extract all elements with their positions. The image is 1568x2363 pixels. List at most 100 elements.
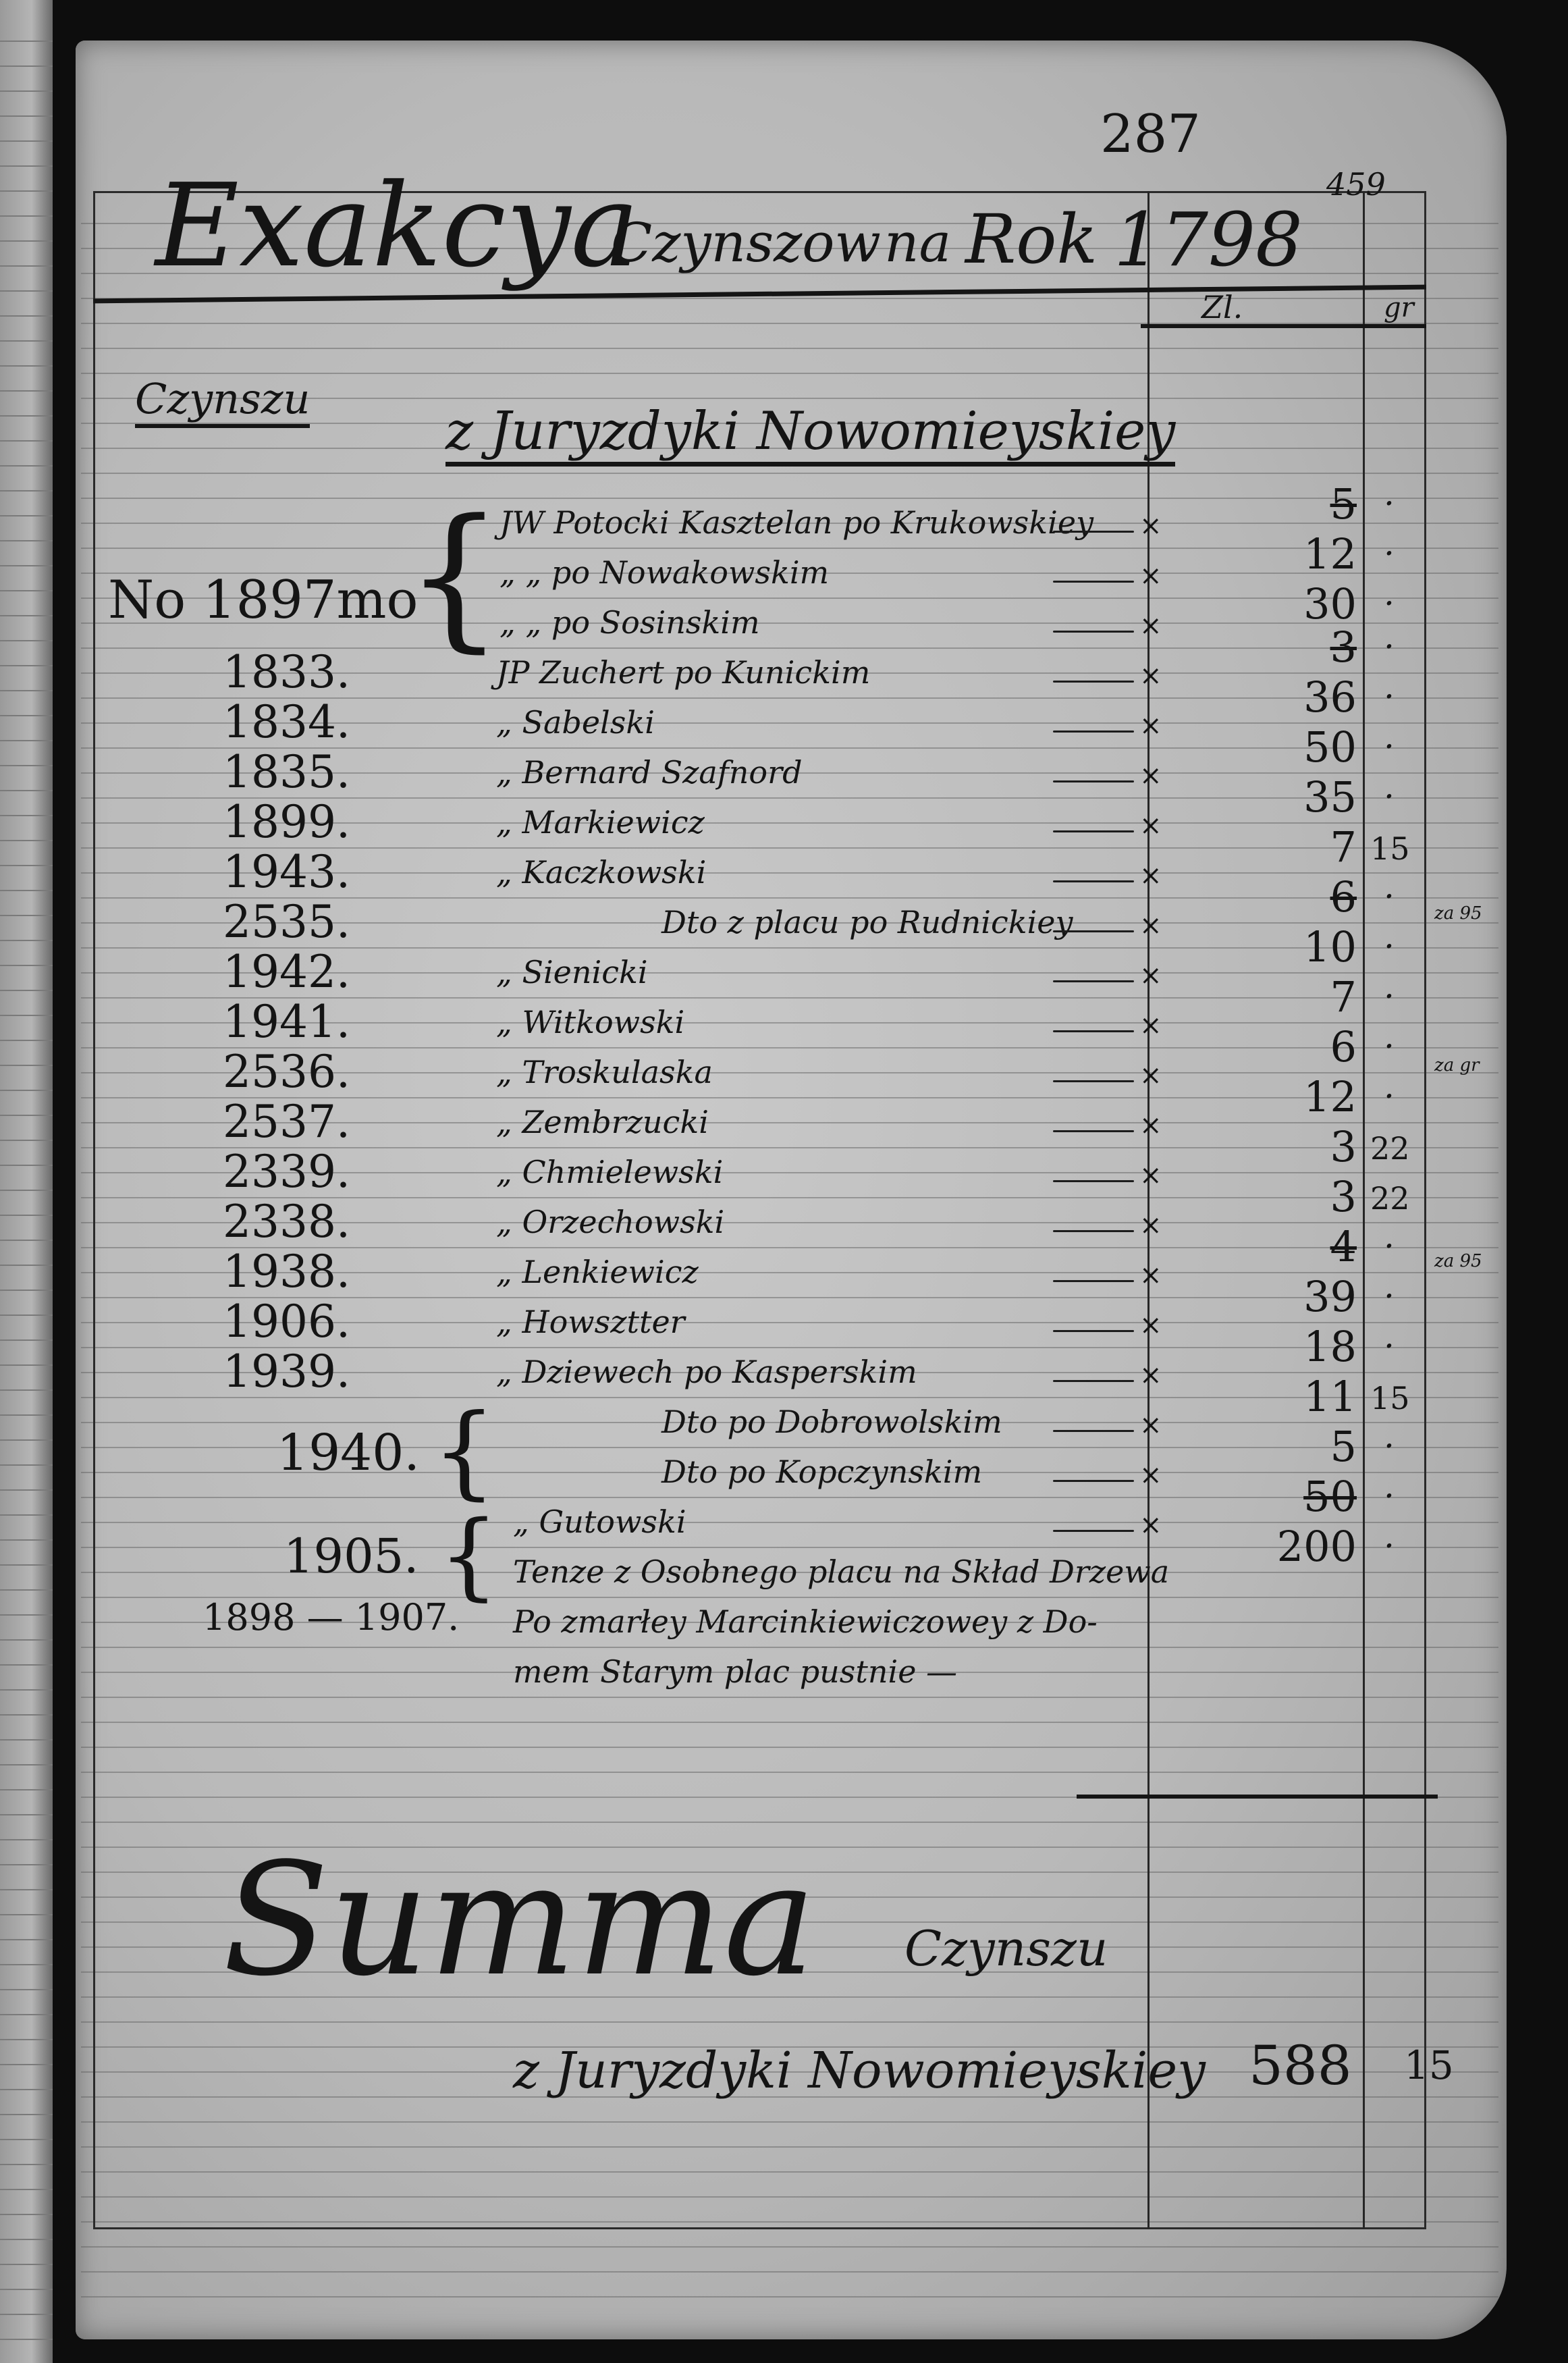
ruled-line — [0, 315, 53, 317]
row-name: „ Sabelski — [496, 704, 655, 741]
ledger-page — [76, 41, 1507, 2339]
ruled-line — [0, 640, 53, 641]
fill-dash — [1053, 1230, 1134, 1232]
ruled-line — [81, 2096, 1498, 2098]
dot-mark: . — [1384, 1466, 1395, 1506]
check-mark-icon: × — [1139, 960, 1162, 991]
summary-czynszu: Czynszu — [904, 1920, 1108, 1977]
ruled-line — [0, 415, 53, 417]
margin-note: za 95 — [1434, 903, 1482, 924]
ruled-line — [0, 2114, 53, 2115]
ruled-line — [0, 240, 53, 242]
ruled-line — [0, 1315, 53, 1316]
ruled-line — [81, 1622, 1498, 1623]
ruled-line — [0, 1689, 53, 1691]
ruled-line — [0, 2239, 53, 2240]
ruled-line — [0, 1839, 53, 1840]
zl-column-line — [1147, 191, 1150, 2229]
left-heading: Czynszu — [135, 378, 310, 428]
ruled-line — [0, 1040, 53, 1041]
ruled-line — [0, 765, 53, 766]
amount-gr: 22 — [1370, 1130, 1410, 1167]
ruled-line — [0, 1764, 53, 1765]
ruled-line — [81, 847, 1498, 849]
row-number: 1942. — [223, 946, 350, 998]
ruled-line — [0, 1539, 53, 1541]
check-mark-icon: × — [1139, 810, 1162, 841]
ruled-line — [81, 972, 1498, 974]
check-mark-icon: × — [1139, 1260, 1162, 1291]
amount-zl: 18 — [1303, 1322, 1357, 1371]
number-1940: 1940. — [277, 1424, 420, 1482]
fill-dash — [1053, 631, 1134, 633]
ruled-line — [0, 490, 53, 492]
ruled-line — [81, 1847, 1498, 1848]
ruled-line — [81, 1372, 1498, 1373]
fill-dash — [1053, 830, 1134, 832]
check-mark-icon: × — [1139, 760, 1162, 791]
row-number: 1906. — [223, 1296, 350, 1348]
dot-mark: . — [1384, 667, 1395, 706]
row-number: 1835. — [223, 746, 350, 798]
row-number: 2535. — [223, 896, 350, 948]
ruled-line — [0, 715, 53, 716]
ruled-line — [81, 1472, 1498, 1473]
header-underline — [1141, 324, 1426, 328]
ruled-line — [0, 115, 53, 117]
ruled-line — [0, 2314, 53, 2315]
ruled-line — [81, 1322, 1498, 1323]
ruled-line — [0, 965, 53, 966]
row-name: „ „ po Nowakowskim — [499, 554, 830, 591]
ruled-line — [81, 622, 1498, 624]
ruled-line — [81, 598, 1498, 599]
fill-dash — [1053, 531, 1134, 533]
amount-zl: 3 — [1330, 622, 1357, 672]
ruled-line — [0, 1190, 53, 1191]
row-name: „ Lenkiewicz — [496, 1254, 699, 1290]
amount-zl: 30 — [1303, 579, 1357, 629]
ruled-line — [81, 223, 1498, 224]
ruled-line — [0, 1489, 53, 1491]
ruled-line — [81, 822, 1498, 824]
ruled-line — [0, 515, 53, 516]
dot-mark: . — [1384, 1416, 1395, 1456]
dot-mark: . — [1384, 1317, 1395, 1356]
dot-mark: . — [1384, 474, 1395, 513]
check-mark-icon: × — [1139, 1060, 1162, 1091]
ruled-line — [81, 1197, 1498, 1198]
ruled-line — [0, 1464, 53, 1466]
row-name: „ Witkowski — [496, 1004, 685, 1040]
ruled-line — [0, 1240, 53, 1241]
fill-dash — [1053, 1180, 1134, 1182]
ruled-line — [81, 1871, 1498, 1873]
dot-mark: . — [1384, 717, 1395, 756]
ruled-line — [81, 2246, 1498, 2248]
ruled-line — [81, 1822, 1498, 1823]
dot-mark: . — [1384, 867, 1395, 906]
ruled-line — [0, 1914, 53, 1915]
ruled-line — [0, 140, 53, 142]
ruled-line — [0, 565, 53, 566]
ruled-line — [0, 1514, 53, 1516]
ruled-line — [81, 2146, 1498, 2148]
ruled-line — [81, 897, 1498, 899]
margin-note: za 95 — [1434, 1251, 1482, 1271]
title-word-rok: Rok — [965, 200, 1098, 279]
ruled-line — [81, 473, 1498, 474]
amount-zl: 50 — [1303, 722, 1357, 772]
amount-zl: 35 — [1303, 772, 1357, 822]
ruled-line — [81, 2021, 1498, 2023]
check-mark-icon: × — [1139, 1160, 1162, 1191]
fill-dash — [1053, 880, 1134, 882]
row-name: „ „ po Sosinskim — [499, 604, 760, 641]
row-name: „ Orzechowski — [496, 1204, 725, 1240]
ruled-line — [0, 1714, 53, 1716]
row-number: 2338. — [223, 1196, 350, 1248]
fill-dash — [1053, 980, 1134, 982]
ruled-line — [81, 1422, 1498, 1423]
dot-mark: . — [1384, 767, 1395, 806]
ruled-line — [0, 1589, 53, 1591]
ruled-line — [81, 747, 1498, 749]
amount-zl: 7 — [1330, 972, 1357, 1021]
ruled-line — [81, 373, 1498, 374]
